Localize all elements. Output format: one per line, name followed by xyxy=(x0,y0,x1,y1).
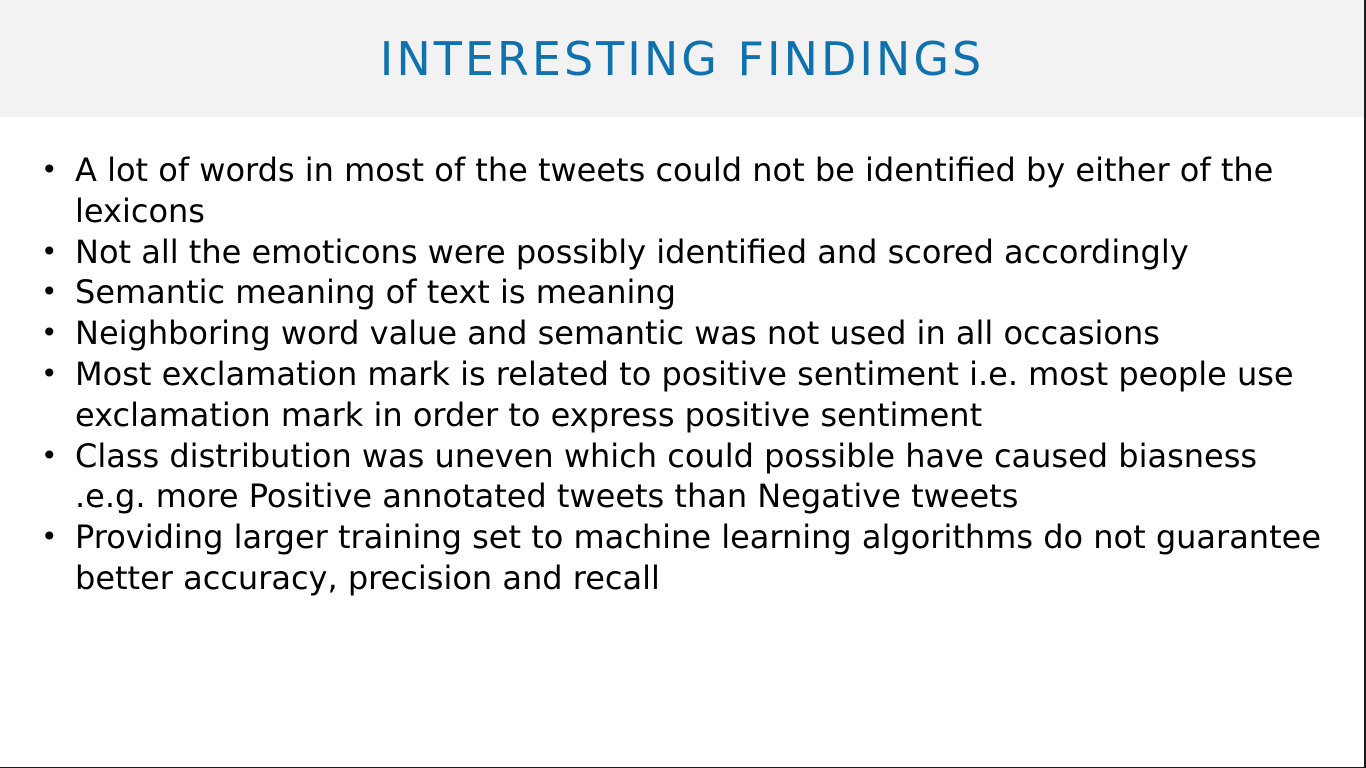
list-item-text: Most exclamation mark is related to posi… xyxy=(75,354,1294,434)
list-item: • Class distribution was uneven which co… xyxy=(41,436,1325,518)
bullet-icon: • xyxy=(41,438,58,472)
bullet-icon: • xyxy=(41,234,58,268)
bullet-icon: • xyxy=(41,153,58,186)
list-item: • Most exclamation mark is related to po… xyxy=(41,354,1325,436)
list-item: • Semantic meaning of text is meaning xyxy=(41,272,1325,313)
list-item-text: Not all the emoticons were possibly iden… xyxy=(75,232,1189,271)
list-item: • Not all the emoticons were possibly id… xyxy=(41,232,1325,273)
list-item: • A lot of words in most of the tweets c… xyxy=(41,150,1325,232)
slide-title: INTERESTING FINDINGS xyxy=(379,32,985,86)
bullet-icon: • xyxy=(41,316,58,350)
list-item: • Providing larger training set to machi… xyxy=(41,517,1325,599)
title-bar: INTERESTING FINDINGS xyxy=(0,0,1364,117)
bullet-icon: • xyxy=(41,356,58,390)
list-item-text: A lot of words in most of the tweets cou… xyxy=(75,151,1274,230)
findings-list: • A lot of words in most of the tweets c… xyxy=(41,150,1325,599)
bullet-icon: • xyxy=(41,520,58,554)
list-item: • Neighboring word value and semantic wa… xyxy=(41,313,1325,354)
list-item-text: Semantic meaning of text is meaning xyxy=(75,273,676,312)
bullet-icon: • xyxy=(41,275,58,309)
list-item-text: Neighboring word value and semantic was … xyxy=(75,314,1160,353)
list-item-text: Providing larger training set to machine… xyxy=(75,518,1321,597)
list-item-text: Class distribution was uneven which coul… xyxy=(75,436,1258,516)
